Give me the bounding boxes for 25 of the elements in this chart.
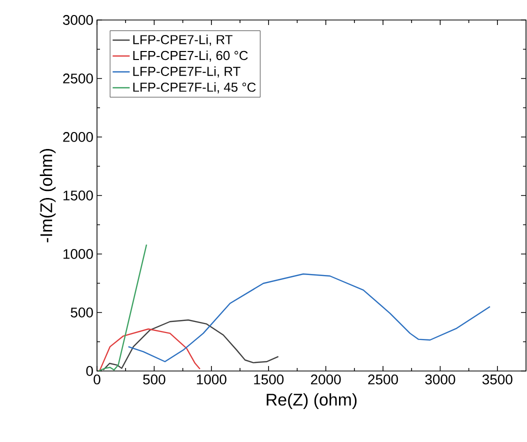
x-tick-label: 500 [143,374,166,384]
x-tick-label: 1500 [254,374,284,384]
legend-label: LFP-CPE7-Li, 60 °C [133,50,248,62]
y-tick-label: 2500 [63,74,93,84]
y-tick-label: 2000 [63,132,93,142]
y-tick-label: 3000 [62,15,93,25]
legend-label: LFP-CPE7F-Li, RT [133,66,240,78]
y-tick-label: 1500 [64,190,93,200]
legend-label: LFP-CPE7-Li, RT [133,34,232,46]
x-tick-label: 2500 [368,374,398,384]
x-tick-label: 3500 [482,374,512,384]
y-axis-title: -Im(Z) (ohm) [40,149,56,242]
y-tick-label: 1000 [64,249,93,259]
legend-label: LFP-CPE7F-Li, 45 °C [133,82,256,94]
line-series [98,328,201,371]
x-tick-label: 2000 [310,374,341,384]
line-series [128,273,491,362]
y-tick-label: 0 [86,366,93,376]
y-tick-label: 500 [70,308,93,318]
x-tick-label: 1000 [196,374,226,384]
x-tick-label: 0 [94,374,100,384]
x-tick-label: 3000 [425,374,456,384]
x-axis-title: Re(Z) (ohm) [266,393,357,409]
line-series [102,319,279,371]
line-series [98,244,148,371]
